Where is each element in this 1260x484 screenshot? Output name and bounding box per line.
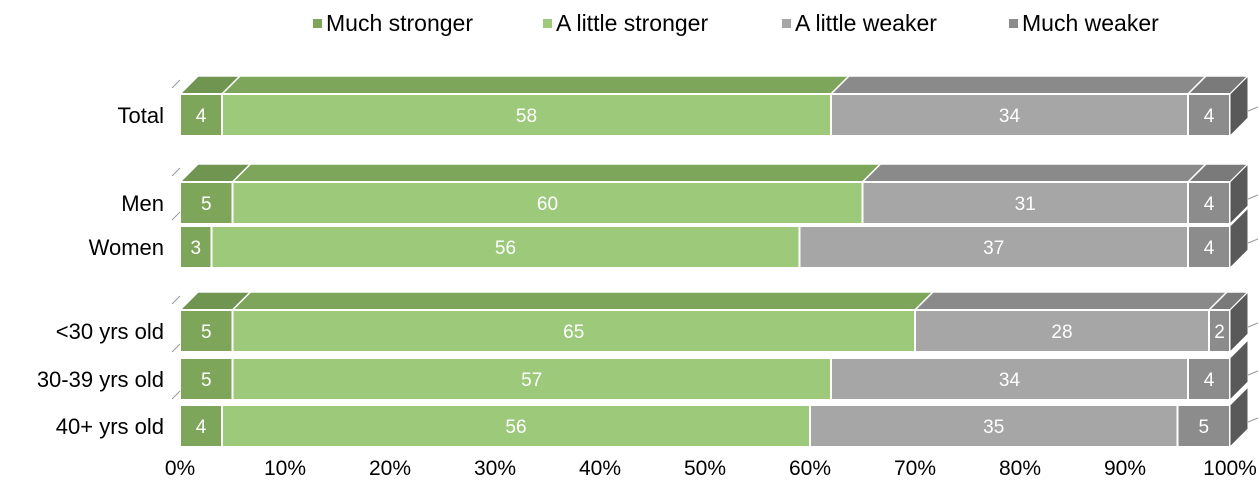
data-label-men-a-little-stronger: 60 bbox=[537, 194, 558, 215]
data-label-30-39-yrs-old-much-stronger: 5 bbox=[201, 370, 212, 391]
data-label-women-a-little-stronger: 56 bbox=[495, 238, 516, 259]
left-tick-women bbox=[172, 212, 180, 220]
category-label-total: Total bbox=[118, 103, 164, 128]
data-label-40-yrs-old-a-little-stronger: 56 bbox=[505, 417, 526, 438]
right-tick-30-yrs-old bbox=[1248, 323, 1258, 327]
data-label-30-yrs-old-a-little-weaker: 28 bbox=[1051, 322, 1072, 343]
bar-top-30-yrs-old-a-little-stronger bbox=[233, 292, 934, 310]
data-label-30-39-yrs-old-a-little-stronger: 57 bbox=[521, 370, 542, 391]
bar-top-30-yrs-old-a-little-weaker bbox=[915, 292, 1227, 310]
data-label-30-39-yrs-old-a-little-weaker: 34 bbox=[999, 370, 1021, 391]
data-label-total-a-little-stronger: 58 bbox=[516, 106, 537, 127]
data-label-men-much-stronger: 5 bbox=[201, 194, 212, 215]
x-tick-label-2: 20% bbox=[369, 457, 411, 480]
category-label-men: Men bbox=[121, 191, 164, 216]
category-label-30-39-yrs-old: 30-39 yrs old bbox=[37, 367, 164, 392]
right-tick-total bbox=[1248, 107, 1258, 111]
left-tick-men bbox=[172, 168, 180, 176]
x-tick-label-7: 70% bbox=[894, 457, 936, 480]
right-tick-men bbox=[1248, 195, 1258, 199]
data-label-total-a-little-weaker: 34 bbox=[999, 106, 1021, 127]
x-tick-label-1: 10% bbox=[264, 457, 306, 480]
category-label-30-yrs-old: <30 yrs old bbox=[56, 319, 164, 344]
x-tick-label-10: 100% bbox=[1203, 457, 1257, 480]
x-tick-label-0: 0% bbox=[165, 457, 195, 480]
data-label-women-much-stronger: 3 bbox=[190, 238, 201, 259]
data-label-40-yrs-old-much-stronger: 4 bbox=[196, 417, 207, 438]
data-label-40-yrs-old-much-weaker: 5 bbox=[1198, 417, 1209, 438]
data-label-30-39-yrs-old-much-weaker: 4 bbox=[1204, 370, 1215, 391]
right-tick-30-39-yrs-old bbox=[1248, 371, 1258, 375]
data-label-30-yrs-old-much-weaker: 2 bbox=[1214, 322, 1225, 343]
data-label-men-much-weaker: 4 bbox=[1204, 194, 1215, 215]
data-label-40-yrs-old-a-little-weaker: 35 bbox=[983, 417, 1004, 438]
right-tick-40-yrs-old bbox=[1248, 418, 1258, 422]
left-tick-30-39-yrs-old bbox=[172, 344, 180, 352]
right-tick-women bbox=[1248, 239, 1258, 243]
bar-top-men-a-little-weaker bbox=[863, 164, 1207, 182]
x-tick-label-5: 50% bbox=[684, 457, 726, 480]
left-tick-40-yrs-old bbox=[172, 391, 180, 399]
x-tick-label-8: 80% bbox=[999, 457, 1041, 480]
bar-top-total-a-little-weaker bbox=[831, 76, 1206, 94]
data-label-30-yrs-old-much-stronger: 5 bbox=[201, 322, 212, 343]
x-tick-label-3: 30% bbox=[474, 457, 516, 480]
x-tick-label-6: 60% bbox=[789, 457, 831, 480]
left-tick-total bbox=[172, 80, 180, 88]
data-label-total-much-weaker: 4 bbox=[1204, 106, 1215, 127]
data-label-total-much-stronger: 4 bbox=[196, 106, 207, 127]
bar-top-men-a-little-stronger bbox=[233, 164, 881, 182]
data-label-30-yrs-old-a-little-stronger: 65 bbox=[563, 322, 584, 343]
x-tick-label-9: 90% bbox=[1104, 457, 1146, 480]
bar-top-total-a-little-stronger bbox=[222, 76, 849, 94]
category-label-40-yrs-old: 40+ yrs old bbox=[56, 414, 164, 439]
x-axis: 0% 10% 20% 30% 40% 50% 60% 70% 80% 90% 100% bbox=[165, 457, 1257, 480]
left-tick-30-yrs-old bbox=[172, 296, 180, 304]
category-label-women: Women bbox=[89, 235, 164, 260]
data-label-women-a-little-weaker: 37 bbox=[983, 238, 1004, 259]
data-label-men-a-little-weaker: 31 bbox=[1015, 194, 1036, 215]
x-tick-label-4: 40% bbox=[579, 457, 621, 480]
data-label-women-much-weaker: 4 bbox=[1204, 238, 1215, 259]
bars-layer bbox=[172, 76, 1258, 447]
